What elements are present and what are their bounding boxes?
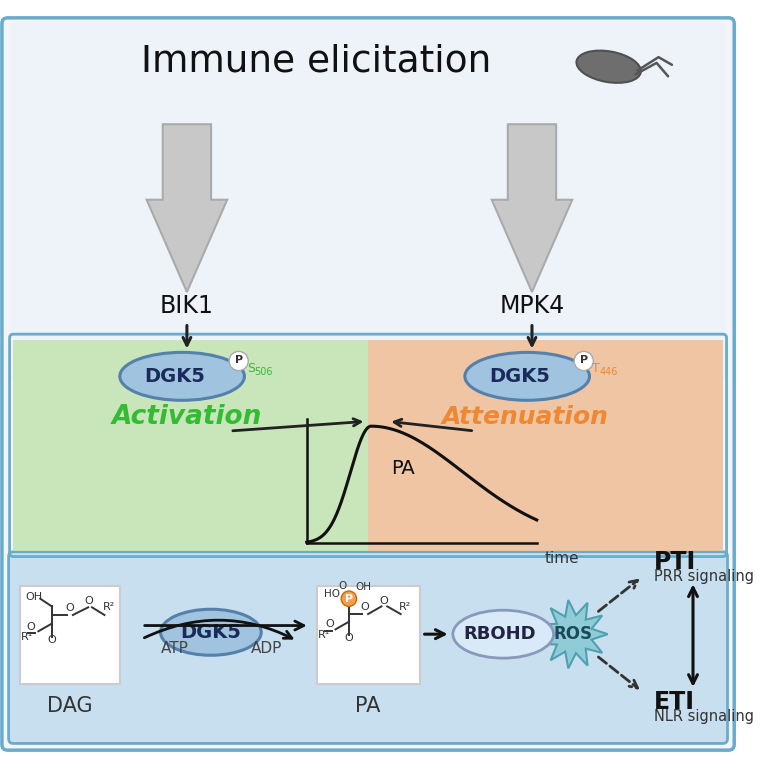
Text: PRR signaling: PRR signaling [654,569,753,584]
Text: PTI: PTI [654,551,696,574]
Text: O: O [339,581,346,591]
Text: Immune elicitation: Immune elicitation [141,44,492,80]
Text: O: O [360,602,369,612]
Text: ATP: ATP [161,641,188,656]
Text: O: O [345,633,353,643]
Text: Activation: Activation [111,404,262,429]
Text: R¹: R¹ [318,630,330,640]
Text: P: P [345,594,353,604]
Text: 446: 446 [599,368,617,378]
Text: O: O [84,597,93,607]
Ellipse shape [574,352,594,371]
Text: BIK1: BIK1 [160,294,214,319]
Ellipse shape [341,591,356,607]
Text: O: O [325,620,333,630]
Text: time: time [545,551,579,566]
Text: O: O [65,603,74,613]
Text: DAG: DAG [47,696,93,716]
FancyBboxPatch shape [11,22,726,381]
Ellipse shape [577,51,641,83]
Text: S: S [247,362,255,375]
Text: R¹: R¹ [21,632,33,642]
Ellipse shape [120,353,244,400]
Text: P: P [580,355,588,365]
Bar [368,340,723,551]
Text: MPK4: MPK4 [499,294,564,319]
Text: O: O [48,635,56,645]
Text: DGK5: DGK5 [489,367,550,386]
Ellipse shape [229,352,248,371]
Text: O: O [379,595,389,605]
Bar [13,340,368,551]
Text: OH: OH [356,582,372,592]
Ellipse shape [453,611,554,658]
Text: T: T [592,362,600,375]
Polygon shape [147,124,227,292]
Text: PA: PA [391,458,415,478]
Text: ETI: ETI [654,690,695,714]
FancyBboxPatch shape [20,586,120,684]
Text: O: O [26,622,35,632]
Text: NLR signaling: NLR signaling [654,709,753,724]
Polygon shape [540,600,607,668]
Text: R²: R² [103,602,114,612]
Text: P: P [234,355,243,365]
Text: ADP: ADP [251,641,282,656]
Text: DGK5: DGK5 [144,367,205,386]
Ellipse shape [161,609,261,655]
Text: R²: R² [399,602,411,612]
Text: OH: OH [25,592,42,602]
Text: 506: 506 [254,368,273,378]
Text: ROS: ROS [554,625,593,643]
Text: HO: HO [324,589,340,599]
FancyBboxPatch shape [317,586,420,684]
Text: Attenuation: Attenuation [442,405,609,429]
Text: PA: PA [356,696,381,716]
FancyBboxPatch shape [8,551,727,743]
Text: DGK5: DGK5 [180,623,241,642]
Polygon shape [492,124,572,292]
Text: RBOHD: RBOHD [463,625,536,643]
FancyBboxPatch shape [2,18,734,750]
Ellipse shape [465,353,590,400]
